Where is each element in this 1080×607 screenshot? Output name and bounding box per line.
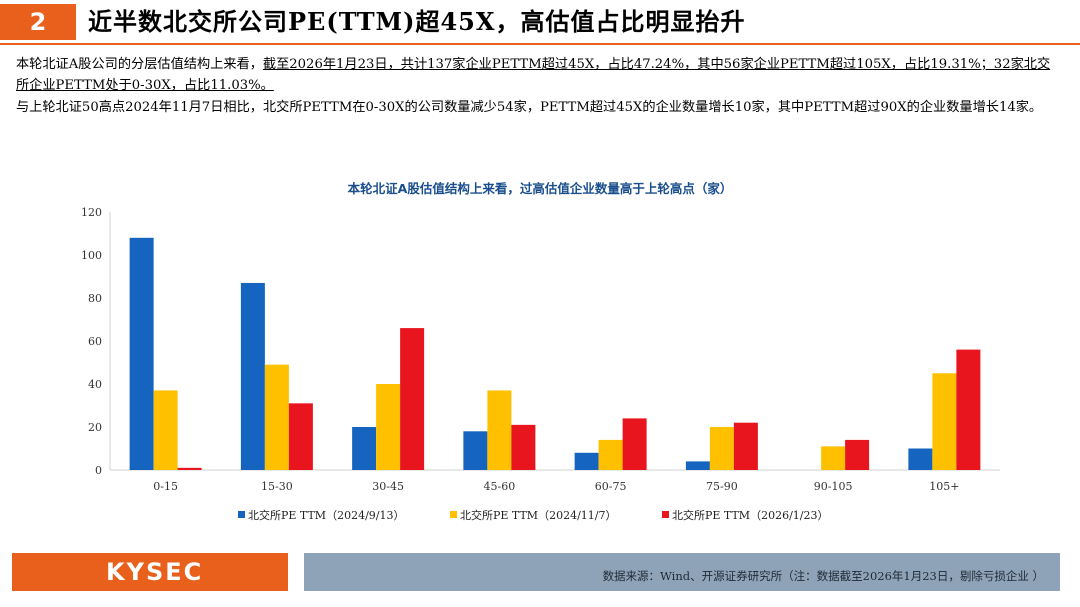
bar-60-75-series-2	[598, 439, 623, 470]
section-number: 2	[0, 4, 76, 40]
bar-45-60-series-2	[487, 390, 512, 470]
summary-paragraph-2: 与上轮北证50高点2024年11月7日相比，北交所PETTM在0-30X的公司数…	[16, 100, 1043, 115]
x-tick-label: 60-75	[595, 480, 627, 493]
bar-30-45-series-2	[376, 384, 401, 470]
x-tick-label: 75-90	[706, 480, 738, 493]
bar-15-30-series-2	[264, 364, 289, 470]
header-divider	[0, 43, 1080, 45]
bar-105+-series-1	[908, 448, 933, 470]
x-tick-label: 15-30	[261, 480, 293, 493]
bar-chart: 0 20 40 60 80 100 120 0-15 15-30 30-45 45-60 60-75 7…	[81, 206, 1000, 522]
bar-60-75-series-1	[574, 452, 599, 470]
footer-source-bar	[304, 553, 1060, 591]
bar-0-15-series-1	[129, 237, 154, 470]
x-tick-label: 30-45	[372, 480, 404, 493]
summary-paragraph-1-underlined: 截至2026年1月23日，共计137家企业PETTM超过45X，占比47.24%…	[16, 57, 1051, 93]
y-tick-label: 20	[88, 421, 102, 434]
legend-label-1: 北交所PE TTM（2024/9/13）	[248, 508, 404, 522]
bar-45-60-series-3	[511, 424, 536, 470]
summary-paragraph-1: 本轮北证A股公司的分层估值结构上来看，截至2026年1月23日，共计137家企业…	[16, 54, 1056, 96]
x-tick-label: 0-15	[153, 480, 178, 493]
legend-label-2: 北交所PE TTM（2024/11/7）	[460, 508, 616, 522]
bar-75-90-series-2	[709, 427, 734, 470]
summary-paragraph-1-lead: 本轮北证A股公司的分层估值结构上来看，	[16, 57, 263, 72]
bar-90-105-series-2	[821, 446, 846, 470]
y-tick-label: 80	[88, 292, 102, 305]
bar-0-15-series-3	[177, 467, 202, 470]
y-tick-label: 120	[81, 206, 102, 219]
chart-title: 本轮北证A股估值结构上来看，过高估值企业数量高于上轮高点（家）	[347, 181, 733, 196]
legend-swatch-1	[238, 511, 245, 518]
slide-header: 2 近半数北交所公司PE(TTM)超45X，高估值占比明显抬升	[0, 0, 1080, 46]
legend-swatch-3	[662, 511, 669, 518]
slide-title: 近半数北交所公司PE(TTM)超45X，高估值占比明显抬升	[88, 7, 746, 36]
kysec-logo: KYSEC	[106, 558, 204, 586]
y-tick-label: 0	[95, 464, 102, 477]
bar-45-60-series-1	[463, 431, 488, 470]
x-tick-label: 45-60	[484, 480, 516, 493]
bar-30-45-series-3	[400, 328, 425, 470]
bar-30-45-series-1	[352, 427, 377, 470]
x-tick-label: 90-105	[814, 480, 853, 493]
bar-105+-series-3	[956, 349, 981, 470]
bar-60-75-series-3	[622, 418, 647, 470]
bar-15-30-series-3	[288, 403, 313, 470]
y-tick-label: 100	[81, 249, 102, 262]
y-tick-label: 60	[88, 335, 102, 348]
bar-90-105-series-3	[845, 439, 870, 470]
legend-label-3: 北交所PE TTM（2026/1/23）	[672, 508, 828, 522]
legend-swatch-2	[450, 511, 457, 518]
bar-105+-series-2	[932, 373, 957, 470]
bar-0-15-series-2	[153, 390, 178, 470]
footer-brand-bar	[12, 553, 288, 591]
data-source-note: 数据来源：Wind、开源证券研究所（注：数据截至2026年1月23日，剔除亏损企…	[602, 569, 1044, 583]
bar-15-30-series-1	[240, 282, 265, 470]
bar-75-90-series-1	[685, 461, 710, 470]
bar-75-90-series-3	[733, 422, 758, 470]
x-tick-label: 105+	[929, 480, 959, 493]
y-tick-label: 40	[88, 378, 102, 391]
